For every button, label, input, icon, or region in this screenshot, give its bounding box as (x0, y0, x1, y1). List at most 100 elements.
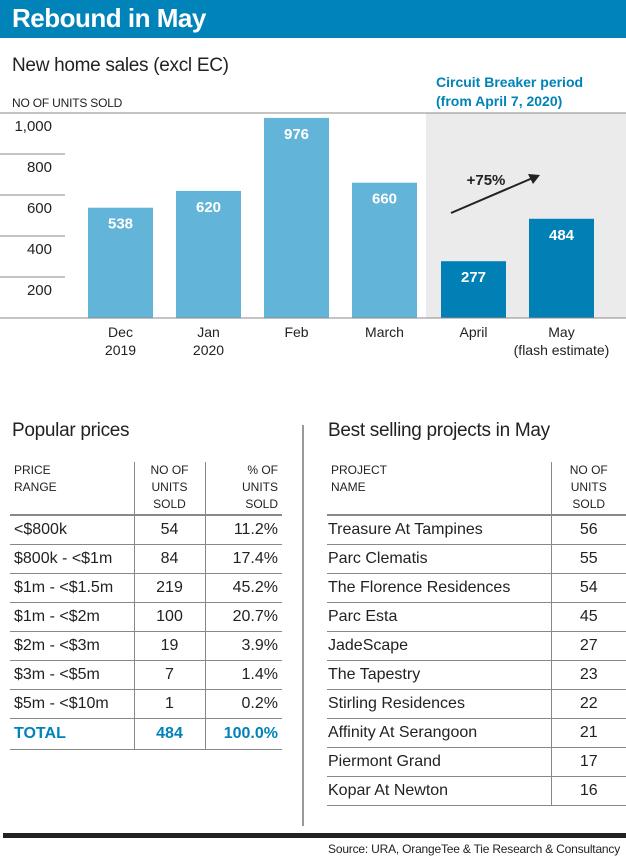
x-tick-label: Jan (197, 324, 220, 340)
column-header: NO OF UNITS SOLD (133, 462, 205, 516)
total-label: TOTAL (10, 718, 134, 750)
table-row: $1m - <$1.5m 219 45.2% (10, 573, 282, 603)
bar-feb (264, 117, 329, 318)
units-sold: 54 (550, 573, 626, 603)
y-tick-label: 600 (27, 200, 52, 217)
x-tick-sublabel: 2019 (105, 342, 136, 358)
project-name: The Florence Residences (327, 573, 551, 603)
header-banner: Rebound in May (0, 0, 626, 38)
table-row: Kopar At Newton 16 (327, 776, 626, 806)
units-sold: 100 (133, 602, 205, 632)
x-tick-sublabel: (flash estimate) (514, 342, 610, 358)
project-name: Affinity At Serangoon (327, 718, 551, 748)
growth-annotation: +75% (467, 172, 506, 189)
table-row: Affinity At Serangoon 21 (327, 718, 626, 748)
column-header: % OF UNITS SOLD (204, 462, 282, 516)
percent-sold: 0.2% (204, 689, 282, 719)
table-row: Parc Clematis 55 (327, 544, 626, 574)
units-sold: 21 (550, 718, 626, 748)
y-axis-label: NO OF UNITS SOLD (12, 96, 123, 110)
x-tick-label: Dec (108, 324, 133, 340)
x-tick-label: May (548, 324, 574, 340)
table-row: Stirling Residences 22 (327, 689, 626, 719)
x-tick-label: Feb (284, 324, 308, 340)
projects-title: Best selling projects in May (328, 420, 550, 441)
table-row: JadeScape 27 (327, 631, 626, 661)
units-sold: 23 (550, 660, 626, 690)
column-header: NO OF UNITS SOLD (550, 462, 626, 516)
units-sold: 16 (550, 776, 626, 806)
percent-sold: 17.4% (204, 544, 282, 574)
table-row: The Tapestry 23 (327, 660, 626, 690)
bar-april (441, 261, 506, 318)
units-sold: 219 (133, 573, 205, 603)
units-sold: 17 (550, 747, 626, 777)
percent-sold: 1.4% (204, 660, 282, 690)
bar-march (352, 182, 417, 318)
bar-may (529, 218, 594, 318)
price-range: $1m - <$2m (10, 602, 134, 632)
price-range: $1m - <$1.5m (10, 573, 134, 603)
project-name: Parc Esta (327, 602, 551, 632)
percent-sold: 20.7% (204, 602, 282, 632)
source-note: Source: URA, OrangeTee & Tie Research & … (328, 842, 620, 856)
total-percent: 100.0% (204, 718, 282, 750)
prices-title: Popular prices (12, 420, 130, 441)
project-name: Kopar At Newton (327, 776, 551, 806)
table-row: The Florence Residences 54 (327, 573, 626, 603)
x-tick-sublabel: 2020 (193, 342, 224, 358)
units-sold: 56 (550, 515, 626, 545)
bar-value-label: 277 (461, 269, 486, 286)
x-tick-label: April (459, 324, 487, 340)
bar-jan (176, 190, 241, 318)
circuit-breaker-label: Circuit Breaker period (from April 7, 202… (436, 73, 583, 111)
table-row: $1m - <$2m 100 20.7% (10, 602, 282, 632)
price-range: <$800k (10, 515, 134, 545)
arrowhead-icon (528, 174, 540, 184)
price-range: $5m - <$10m (10, 689, 134, 719)
y-tick-label: 800 (27, 159, 52, 176)
percent-sold: 45.2% (204, 573, 282, 603)
total-row: TOTAL 484 100.0% (10, 718, 282, 750)
footer-rule (3, 833, 626, 838)
circuit-breaker-line1: Circuit Breaker period (436, 74, 584, 90)
chart-title: New home sales (excl EC) (12, 55, 229, 76)
page-title: Rebound in May (12, 3, 206, 33)
project-name: Parc Clematis (327, 544, 551, 574)
projects-table: PROJECT NAME NO OF UNITS SOLD Treasure At Tam… (327, 462, 626, 806)
units-sold: 22 (550, 689, 626, 719)
bar-dec (88, 207, 153, 318)
bar-value-label: 538 (108, 216, 133, 233)
table-row: Piermont Grand 17 (327, 747, 626, 777)
units-sold: 54 (133, 515, 205, 545)
percent-sold: 11.2% (204, 515, 282, 545)
units-sold: 27 (550, 631, 626, 661)
units-sold: 19 (133, 631, 205, 661)
prices-table: PRICE RANGE NO OF UNITS SOLD% OF UNITS SOLD <$8… (10, 462, 282, 750)
project-name: Stirling Residences (327, 689, 551, 719)
table-row: <$800k 54 11.2% (10, 515, 282, 545)
units-sold: 45 (550, 602, 626, 632)
project-name: The Tapestry (327, 660, 551, 690)
x-tick-label: March (365, 324, 404, 340)
table-row: $800k - <$1m 84 17.4% (10, 544, 282, 574)
percent-sold: 3.9% (204, 631, 282, 661)
units-sold: 7 (133, 660, 205, 690)
units-sold: 55 (550, 544, 626, 574)
y-tick-label: 1,000 (14, 118, 52, 135)
growth-arrow-icon (450, 176, 536, 214)
y-tick-label: 400 (27, 241, 52, 258)
bar-value-label: 976 (284, 126, 309, 143)
bar-value-label: 660 (372, 191, 397, 208)
circuit-breaker-line2: (from April 7, 2020) (436, 93, 563, 109)
column-header: PRICE RANGE (10, 462, 134, 516)
price-range: $3m - <$5m (10, 660, 134, 690)
table-row: $3m - <$5m 7 1.4% (10, 660, 282, 690)
divider (302, 425, 304, 826)
project-name: Treasure At Tampines (327, 515, 551, 545)
project-name: Piermont Grand (327, 747, 551, 777)
table-row: $2m - <$3m 19 3.9% (10, 631, 282, 661)
bar-value-label: 484 (549, 227, 575, 244)
column-header: PROJECT NAME (327, 462, 551, 516)
table-row: Parc Esta 45 (327, 602, 626, 632)
